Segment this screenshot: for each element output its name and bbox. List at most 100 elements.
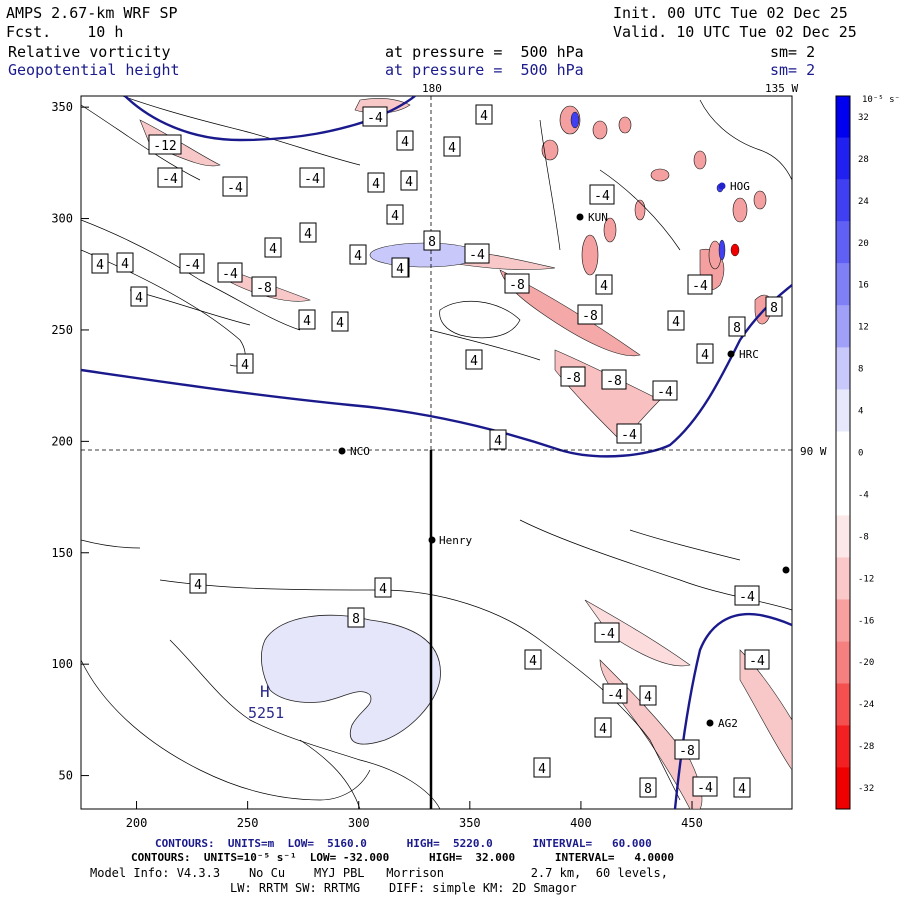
contour-label: 4 — [400, 170, 418, 191]
contour-label: -8 — [674, 739, 700, 760]
station-ag2: AG2 — [706, 717, 738, 730]
svg-text:4: 4 — [241, 358, 249, 373]
svg-text:4: 4 — [600, 279, 608, 294]
contour-label: -4 — [362, 106, 388, 127]
footer-physics-info: LW: RRTM SW: RRTMG DIFF: simple KM: 2D S… — [230, 881, 577, 895]
svg-text:-8: -8 — [606, 374, 622, 389]
contour-label: 4 — [386, 204, 404, 225]
colorbar-label: 24 — [858, 197, 869, 207]
colorbar-swatch — [836, 263, 850, 306]
station-marker — [706, 719, 714, 727]
y-tick-label: 250 — [51, 323, 73, 337]
svg-text:4: 4 — [599, 722, 607, 737]
forecast-hour: Fcst. 10 h — [6, 23, 124, 41]
svg-text:4: 4 — [701, 348, 709, 363]
svg-text:4: 4 — [96, 258, 104, 273]
svg-text:8: 8 — [733, 321, 741, 336]
contour-label: -4 — [616, 423, 642, 444]
svg-text:4: 4 — [372, 177, 380, 192]
svg-text:4: 4 — [336, 316, 344, 331]
pressure-level-1: at pressure = 500 hPa — [385, 43, 584, 61]
colorbar-label: 4 — [858, 407, 863, 417]
colorbar-swatch — [836, 473, 850, 516]
svg-text:-8: -8 — [509, 278, 525, 293]
contour-label: 4 — [391, 257, 409, 278]
x-tick-label: 250 — [237, 816, 259, 830]
lon-label-180: 180 — [422, 82, 442, 95]
colorbar-label: 32 — [858, 113, 869, 123]
model-title: AMPS 2.67-km WRF SP — [6, 4, 178, 22]
contour-label: -4 — [692, 776, 718, 797]
svg-text:-12: -12 — [153, 139, 176, 154]
colorbar-swatch — [836, 767, 850, 809]
station-name: Henry — [439, 534, 472, 547]
colorbar-swatch — [836, 725, 850, 768]
contour-label: 4 — [236, 353, 254, 374]
contour-label: 4 — [189, 573, 207, 594]
colorbar-swatch — [836, 96, 850, 138]
station-marker — [428, 536, 436, 544]
colorbar-label: 28 — [858, 155, 869, 165]
y-tick-label: 350 — [51, 100, 73, 114]
contour-label: 4 — [524, 649, 542, 670]
svg-text:-4: -4 — [184, 258, 200, 273]
contour-label: 4 — [733, 777, 751, 798]
contour-label: 4 — [465, 349, 483, 370]
lat-label-90w: 90 W — [800, 445, 827, 458]
svg-text:-4: -4 — [594, 189, 610, 204]
positive-vorticity-region — [260, 614, 441, 745]
colorbar-label: -12 — [858, 574, 874, 584]
smoothing-2: sm= 2 — [770, 61, 816, 79]
svg-text:4: 4 — [135, 291, 143, 306]
svg-text:4: 4 — [538, 762, 546, 777]
station-kun: KUN — [576, 211, 608, 224]
colorbar-swatch — [836, 515, 850, 558]
svg-text:-4: -4 — [739, 590, 755, 605]
contour-label: 4 — [594, 717, 612, 738]
pressure-level-2: at pressure = 500 hPa — [385, 61, 584, 79]
svg-text:-4: -4 — [692, 279, 708, 294]
station-name: HOG — [730, 180, 750, 193]
colorbar: 32 28 24 20 16 12 8 4 0 -4 -8 -12 -16 -20 -24 -28 -32 — [835, 95, 874, 810]
contour-label: -12 — [148, 134, 182, 155]
contour-label: -4 — [217, 262, 243, 283]
station-name: KUN — [588, 211, 608, 224]
svg-text:-4: -4 — [607, 688, 623, 703]
x-tick-label: 200 — [126, 816, 148, 830]
svg-text:4: 4 — [738, 782, 746, 797]
contour-label: -4 — [157, 167, 183, 188]
svg-text:-4: -4 — [697, 781, 713, 796]
contour-label: 4 — [595, 274, 613, 295]
lon-label-135w: 135 W — [765, 82, 799, 95]
svg-text:4: 4 — [304, 227, 312, 242]
svg-text:-4: -4 — [657, 385, 673, 400]
x-tick-label: 300 — [348, 816, 370, 830]
footer-model-info: Model Info: V4.3.3 No Cu MYJ PBL Morriso… — [90, 866, 668, 880]
svg-text:4: 4 — [401, 135, 409, 150]
svg-text:4: 4 — [470, 354, 478, 369]
coastal-vorticity-cells — [541, 105, 767, 276]
colorbar-label: -4 — [858, 490, 869, 500]
svg-text:-4: -4 — [367, 111, 383, 126]
station-marker — [338, 447, 346, 455]
contour-label: 4 — [349, 244, 367, 265]
colorbar-swatch — [836, 305, 850, 348]
contour-label: 4 — [396, 130, 414, 151]
contour-label: 8 — [347, 607, 365, 628]
svg-text:4: 4 — [379, 582, 387, 597]
contour-label-group: -4-12-4-4-44444444444-4-4-8448-4-8444-84… — [91, 104, 783, 798]
y-tick-label: 150 — [51, 546, 73, 560]
contour-label: 4 — [443, 136, 461, 157]
init-time: Init. 00 UTC Tue 02 Dec 25 — [613, 4, 848, 22]
x-tick-label: 350 — [459, 816, 481, 830]
contour-label: -4 — [687, 274, 713, 295]
contour-label: -8 — [504, 273, 530, 294]
negative-vorticity-band — [499, 269, 641, 357]
colorbar-label: 12 — [858, 323, 869, 333]
contour-label: -4 — [594, 622, 620, 643]
colorbar-swatch — [836, 599, 850, 642]
contour-label: -4 — [179, 253, 205, 274]
colorbar-swatch — [836, 557, 850, 600]
y-axis-ticks: 350 300 250 200 150 100 50 — [51, 100, 89, 783]
contour-label: 4 — [639, 685, 657, 706]
